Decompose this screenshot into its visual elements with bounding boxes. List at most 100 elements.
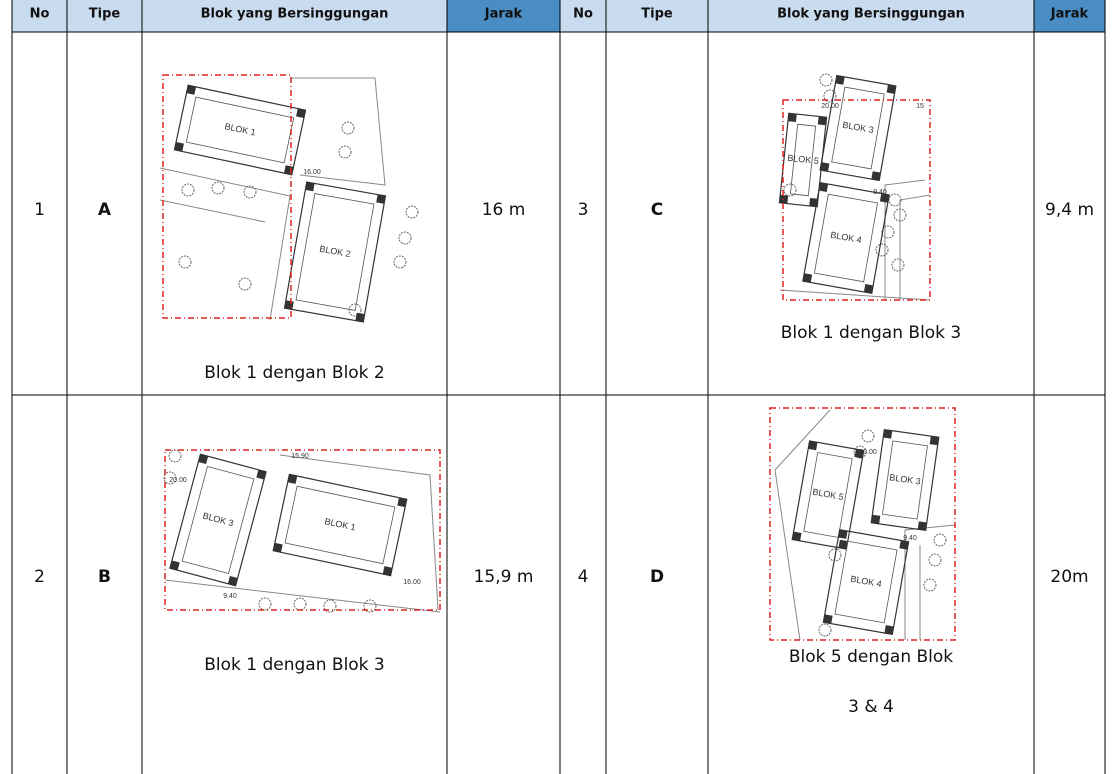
stair [838,539,848,550]
block-label: BLOK 5 [787,153,819,166]
building-court [803,452,853,538]
stair [929,436,939,446]
header-label: No [573,7,593,22]
caption: Blok 1 dengan Blok 3 [781,323,962,343]
dimension-label: 20.00 [859,449,877,456]
distance: 16 m [482,200,526,220]
type-label: B [98,567,111,587]
stair [305,182,315,192]
header-label: Jarak [484,7,523,22]
tree [168,449,182,463]
tree [928,553,942,567]
building-outline [791,440,865,550]
tree [893,208,907,222]
building-court [813,193,879,283]
tree [888,193,902,207]
stair [284,165,294,175]
header-label: No [30,7,50,22]
dimension-label: 16.00 [403,579,421,586]
building-outline [822,528,910,636]
header-label: Jarak [1050,7,1089,22]
tree [341,121,355,135]
stair [382,566,393,576]
block-label: BLOK 3 [202,510,235,528]
building-court [834,540,898,624]
header-cell [708,0,1034,32]
header-cell [67,0,142,32]
header-label: Blok yang Bersinggungan [777,7,965,22]
tree [348,303,362,317]
plan-lines [159,77,386,321]
building: BLOK 3 [819,74,897,182]
stair [886,84,896,94]
header-cell [142,0,447,32]
tree [243,185,257,199]
building: BLOK 3 [169,453,267,587]
block-label: BLOK 5 [812,487,845,502]
type-label: D [650,567,664,587]
stair [884,625,894,635]
building-court [882,440,928,520]
row-number: 2 [34,567,45,587]
plan-lines [779,179,931,301]
block-label: BLOK 4 [850,574,883,589]
building-outline [169,453,267,587]
building-outline [778,112,828,208]
tree [211,181,225,195]
building: BLOK 5 [778,112,828,208]
stair [818,182,829,192]
caption: Blok 1 dengan Blok 3 [204,655,385,675]
boundary [162,74,292,319]
tree [393,255,407,269]
boundary [769,407,956,641]
row-number: 4 [578,567,589,587]
tree [323,599,337,613]
stair [397,497,407,508]
stair [186,85,196,95]
caption: Blok 1 dengan Blok 2 [204,363,385,383]
distance: 9,4 m [1045,200,1094,220]
header-cell [1034,0,1105,32]
stair [808,440,818,451]
stair [174,141,184,152]
tree [853,445,867,459]
header-label: Blok yang Bersinggungan [201,7,389,22]
stair [355,312,365,322]
stair [854,449,864,459]
stair [376,194,386,204]
building: BLOK 2 [283,181,387,323]
row-number: 3 [578,200,589,220]
header-cell [447,0,560,32]
stair [879,193,890,203]
stair [863,284,874,294]
stair [284,300,294,310]
tree [875,243,889,257]
building-outline [283,181,387,323]
stair [820,162,830,172]
plan-lines [774,409,956,641]
tree [178,255,192,269]
tree [828,548,842,562]
block-label: BLOK 3 [889,472,922,486]
building: BLOK 5 [791,440,865,550]
building-court [831,86,885,170]
dimension-label: 15.90 [291,453,309,460]
type-label: C [651,200,663,220]
tree [181,183,195,197]
dimension-label: 9.40 [873,189,887,196]
building-court [789,123,817,197]
dimension-label: 16.00 [303,169,321,176]
tree [783,183,797,197]
plan-lines [164,454,441,613]
block-label: BLOK 2 [319,244,352,259]
site-plan: BLOK 5 BLOK 3 BLOK 4 20.00 9.40 [769,407,956,641]
stair [227,575,238,586]
stair [256,469,267,480]
stair [835,75,845,85]
building: BLOK 3 [870,428,940,532]
tree [258,597,272,611]
dimension-label: 20.00 [821,103,839,110]
stair [917,521,927,531]
boundary [164,449,441,611]
